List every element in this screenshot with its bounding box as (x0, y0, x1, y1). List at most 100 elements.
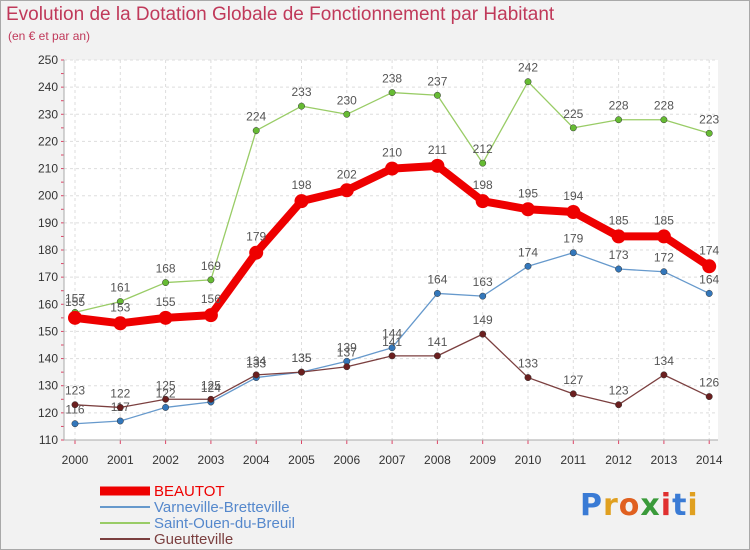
data-label-gueutteville: 125 (201, 378, 221, 392)
y-tick-label: 250 (38, 53, 58, 67)
point-varneville-bretteville (71, 420, 79, 428)
y-tick-label: 220 (38, 134, 58, 148)
point-saint-ouen-du-breuil (615, 116, 623, 124)
point-varneville-bretteville (162, 403, 170, 411)
data-label-varneville-bretteville: 135 (291, 351, 311, 365)
data-label-beautot: 210 (382, 146, 402, 160)
data-label-gueutteville: 137 (337, 346, 357, 360)
data-label-gueutteville: 123 (65, 384, 85, 398)
y-tick-label: 170 (38, 270, 58, 284)
point-gueutteville (615, 401, 623, 409)
data-label-beautot: 198 (473, 178, 493, 192)
data-label-gueutteville: 135 (291, 351, 311, 365)
data-label-gueutteville: 134 (654, 354, 674, 368)
point-beautot (339, 183, 354, 198)
legend-label-saint-ouen-du-breuil: Saint-Ouen-du-Breuil (154, 515, 295, 532)
x-tick-label: 2011 (560, 453, 586, 467)
data-label-saint-ouen-du-breuil: 161 (110, 281, 130, 295)
y-tick-label: 160 (38, 297, 58, 311)
point-beautot (294, 194, 309, 209)
point-saint-ouen-du-breuil (524, 78, 532, 86)
point-gueutteville (660, 371, 668, 379)
x-tick-label: 2014 (696, 453, 723, 467)
data-label-saint-ouen-du-breuil: 233 (291, 85, 311, 99)
point-gueutteville (705, 393, 713, 401)
point-beautot (702, 259, 717, 274)
point-gueutteville (207, 395, 215, 403)
data-label-varneville-bretteville: 173 (609, 248, 629, 262)
data-label-varneville-bretteville: 164 (427, 272, 447, 286)
point-beautot (158, 310, 173, 325)
data-label-beautot: 185 (609, 213, 629, 227)
data-label-saint-ouen-du-breuil: 223 (699, 112, 719, 126)
x-tick-label: 2003 (198, 453, 225, 467)
data-label-beautot: 155 (156, 295, 176, 309)
x-tick-label: 2000 (62, 453, 89, 467)
data-label-varneville-bretteville: 163 (473, 275, 493, 289)
data-label-varneville-bretteville: 122 (156, 386, 176, 400)
point-saint-ouen-du-breuil (116, 298, 124, 306)
point-saint-ouen-du-breuil (705, 129, 713, 137)
data-label-beautot: 195 (518, 186, 538, 200)
point-varneville-bretteville (388, 344, 396, 352)
data-label-varneville-bretteville: 116 (65, 403, 84, 417)
point-beautot (430, 158, 445, 173)
point-saint-ouen-du-breuil (569, 124, 577, 132)
point-gueutteville (252, 371, 260, 379)
y-tick-label: 140 (38, 352, 58, 366)
point-beautot (566, 205, 581, 219)
data-label-saint-ouen-du-breuil: 168 (156, 262, 176, 276)
data-label-gueutteville: 141 (427, 335, 447, 349)
point-gueutteville (343, 363, 351, 371)
legend-label-varneville-bretteville: Varneville-Bretteville (154, 499, 290, 516)
y-tick-label: 230 (38, 107, 58, 121)
x-tick-label: 2012 (605, 453, 632, 467)
point-varneville-bretteville (116, 417, 124, 425)
data-label-saint-ouen-du-breuil: 230 (337, 93, 357, 107)
point-varneville-bretteville (615, 265, 623, 273)
point-varneville-bretteville (524, 262, 532, 270)
x-tick-label: 2005 (288, 453, 315, 467)
data-label-saint-ouen-du-breuil: 238 (382, 72, 402, 86)
data-label-saint-ouen-du-breuil: 228 (654, 99, 674, 113)
point-beautot (475, 194, 490, 209)
point-saint-ouen-du-breuil (207, 276, 215, 284)
point-gueutteville (162, 395, 170, 403)
y-tick-label: 130 (38, 379, 58, 393)
data-label-beautot: 202 (337, 167, 357, 181)
data-label-beautot: 156 (201, 292, 221, 306)
point-gueutteville (524, 374, 532, 382)
point-beautot (203, 308, 218, 323)
point-varneville-bretteville (479, 292, 487, 300)
point-gueutteville (388, 352, 396, 360)
data-label-saint-ouen-du-breuil: 225 (563, 107, 583, 121)
y-tick-label: 120 (38, 406, 58, 420)
data-label-varneville-bretteville: 174 (518, 245, 538, 259)
point-saint-ouen-du-breuil (298, 102, 305, 110)
data-label-beautot: 179 (246, 230, 266, 244)
point-gueutteville (479, 330, 487, 338)
point-varneville-bretteville (705, 289, 713, 297)
point-gueutteville (569, 390, 577, 398)
y-tick-label: 150 (38, 324, 58, 338)
y-tick-label: 210 (38, 162, 58, 176)
data-label-saint-ouen-du-breuil: 212 (473, 142, 493, 156)
point-saint-ouen-du-breuil (343, 110, 351, 118)
y-tick-label: 200 (38, 189, 58, 203)
x-tick-label: 2013 (651, 453, 678, 467)
point-varneville-bretteville (569, 249, 577, 257)
proxiti-logo: Proxiti (580, 488, 699, 523)
data-label-varneville-bretteville: 139 (337, 340, 357, 354)
x-tick-label: 2002 (152, 453, 179, 467)
point-beautot (113, 316, 128, 331)
point-gueutteville (71, 401, 79, 409)
data-label-gueutteville: 133 (518, 357, 538, 371)
data-label-saint-ouen-du-breuil: 157 (65, 291, 85, 305)
point-beautot (656, 229, 671, 244)
y-tick-label: 180 (38, 243, 58, 257)
point-beautot (611, 229, 626, 244)
data-label-beautot: 155 (65, 295, 85, 309)
data-label-gueutteville: 123 (609, 384, 629, 398)
point-varneville-bretteville (660, 268, 668, 276)
point-beautot (385, 161, 400, 176)
